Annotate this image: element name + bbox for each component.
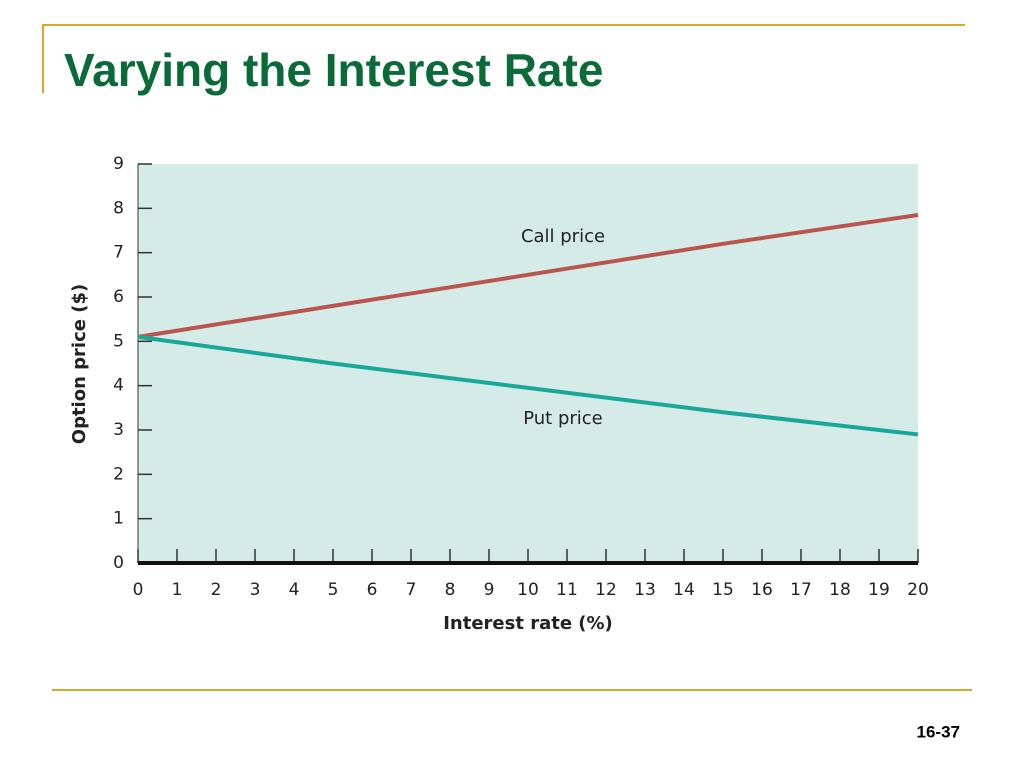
x-tick-label: 6 [367, 580, 378, 600]
x-tick-label: 3 [250, 580, 261, 600]
x-tick-label: 0 [133, 580, 144, 600]
y-tick-label: 4 [113, 376, 124, 396]
x-axis-label: Interest rate (%) [443, 613, 613, 634]
y-tick-label: 6 [113, 287, 124, 307]
x-tick-label: 2 [211, 580, 222, 600]
x-tick-label: 8 [445, 580, 456, 600]
x-tick-label: 5 [328, 580, 339, 600]
series-annotation: Call price [521, 226, 605, 247]
y-tick-label: 2 [113, 464, 124, 484]
x-tick-label: 10 [517, 580, 539, 600]
page-number: 16-37 [917, 722, 960, 741]
x-tick-label: 17 [790, 580, 812, 600]
y-tick-label: 9 [113, 154, 124, 174]
x-tick-label: 4 [289, 580, 300, 600]
plot-area [138, 164, 918, 563]
y-tick-label: 3 [113, 420, 124, 440]
x-tick-label: 11 [556, 580, 578, 600]
x-tick-label: 15 [712, 580, 734, 600]
x-tick-label: 19 [868, 580, 890, 600]
series-line [137, 334, 919, 437]
y-tick-label: 7 [113, 243, 124, 263]
x-tick-label: 13 [634, 580, 656, 600]
x-tick-label: 20 [907, 580, 929, 600]
x-tick-label: 1 [172, 580, 183, 600]
x-tick-label: 7 [406, 580, 417, 600]
series-annotation: Put price [523, 408, 603, 429]
y-tick-label: 8 [113, 198, 124, 218]
y-tick-label: 0 [113, 553, 124, 573]
series-line [137, 213, 919, 339]
y-axis-label: Option price ($) [69, 284, 90, 444]
x-tick-label: 9 [484, 580, 495, 600]
y-tick-label: 1 [113, 509, 124, 529]
y-tick-label: 5 [113, 331, 124, 351]
x-tick-label: 12 [595, 580, 617, 600]
x-tick-label: 16 [751, 580, 773, 600]
slide-title: Varying the Interest Rate [64, 44, 603, 96]
x-tick-label: 18 [829, 580, 851, 600]
x-tick-label: 14 [673, 580, 695, 600]
